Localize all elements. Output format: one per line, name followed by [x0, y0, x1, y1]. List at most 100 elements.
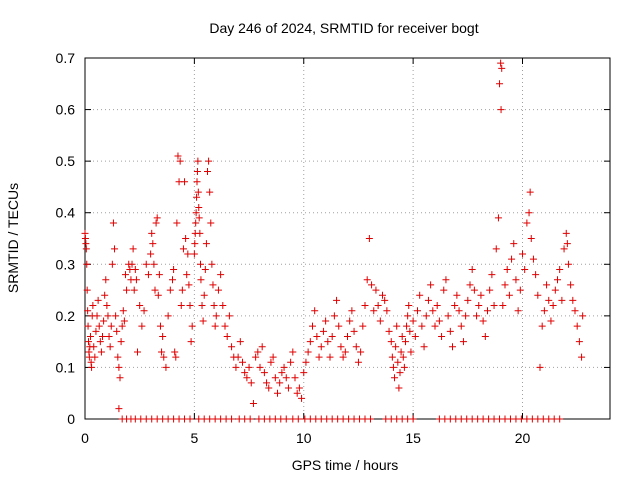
data-point — [160, 353, 168, 361]
data-point — [475, 302, 483, 310]
data-point — [304, 348, 312, 356]
data-point — [153, 214, 161, 222]
data-point — [498, 64, 506, 72]
data-point — [83, 286, 91, 294]
data-point — [354, 358, 362, 366]
data-point — [573, 322, 581, 330]
data-point — [497, 106, 505, 114]
data-point — [115, 405, 123, 413]
data-point — [406, 327, 414, 335]
data-point — [83, 260, 91, 268]
data-point — [119, 307, 127, 315]
data-point — [195, 204, 203, 212]
data-point — [418, 322, 426, 330]
data-point — [505, 291, 513, 299]
data-point — [387, 338, 395, 346]
data-point — [497, 59, 505, 67]
data-point — [391, 374, 399, 382]
data-point — [532, 271, 540, 279]
data-point — [395, 384, 403, 392]
data-point — [298, 394, 306, 402]
data-point — [154, 291, 162, 299]
data-point — [427, 281, 435, 289]
data-point — [407, 348, 415, 356]
data-point — [114, 353, 122, 361]
data-point — [291, 374, 299, 382]
data-point — [473, 312, 481, 320]
data-point — [162, 363, 170, 371]
data-point — [164, 312, 172, 320]
data-point — [258, 343, 266, 351]
data-point — [486, 286, 494, 294]
data-point — [464, 296, 472, 304]
data-point — [225, 312, 233, 320]
data-point — [302, 358, 310, 366]
data-point — [346, 317, 354, 325]
data-point — [328, 332, 336, 340]
y-tick-label: 0.4 — [56, 205, 76, 221]
data-point — [130, 286, 138, 294]
data-point — [429, 307, 437, 315]
data-point — [372, 286, 380, 294]
data-point — [210, 302, 218, 310]
data-point — [309, 322, 316, 330]
data-point — [455, 307, 463, 315]
data-point — [453, 291, 461, 299]
data-point — [196, 229, 204, 237]
data-point — [376, 317, 384, 325]
data-point — [187, 338, 195, 346]
x-tick-label: 15 — [405, 430, 421, 446]
data-point — [499, 302, 507, 310]
data-point — [194, 188, 202, 196]
data-point — [315, 353, 323, 361]
data-point — [416, 291, 424, 299]
data-point — [193, 178, 201, 186]
data-point — [525, 209, 533, 217]
data-point — [389, 363, 397, 371]
data-point — [374, 302, 382, 310]
data-point — [431, 322, 439, 330]
data-point — [484, 307, 491, 315]
data-point — [206, 188, 214, 196]
data-point — [481, 332, 489, 340]
data-point — [350, 327, 358, 335]
y-tick-label: 0.5 — [56, 153, 76, 169]
data-point — [228, 415, 236, 423]
data-point — [93, 312, 101, 320]
data-point — [115, 363, 123, 371]
data-point — [451, 302, 459, 310]
data-point — [366, 415, 374, 423]
data-point — [247, 379, 255, 387]
data-point — [494, 214, 502, 222]
data-point — [193, 167, 201, 175]
data-point — [444, 312, 452, 320]
data-point — [466, 281, 474, 289]
data-point — [85, 338, 92, 346]
x-tick-label: 0 — [81, 430, 89, 446]
data-point — [186, 415, 194, 423]
data-point — [197, 260, 204, 268]
data-point — [420, 343, 428, 351]
data-point — [397, 348, 405, 356]
data-point — [96, 338, 104, 346]
grid-lines — [85, 57, 610, 419]
data-point — [335, 322, 343, 330]
data-point — [492, 245, 500, 253]
data-point — [97, 348, 105, 356]
data-point — [95, 322, 103, 330]
data-point — [306, 338, 314, 346]
data-point — [278, 369, 286, 377]
data-point — [344, 332, 351, 340]
x-tick-label: 5 — [190, 430, 198, 446]
data-point — [317, 343, 325, 351]
data-point — [536, 363, 544, 371]
data-point — [129, 245, 137, 253]
data-point — [379, 291, 386, 299]
data-point — [212, 312, 220, 320]
data-point — [276, 379, 284, 387]
data-point — [341, 348, 349, 356]
data-point — [181, 178, 189, 186]
data-point — [547, 317, 555, 325]
data-point — [274, 389, 281, 397]
data-point — [109, 219, 117, 227]
